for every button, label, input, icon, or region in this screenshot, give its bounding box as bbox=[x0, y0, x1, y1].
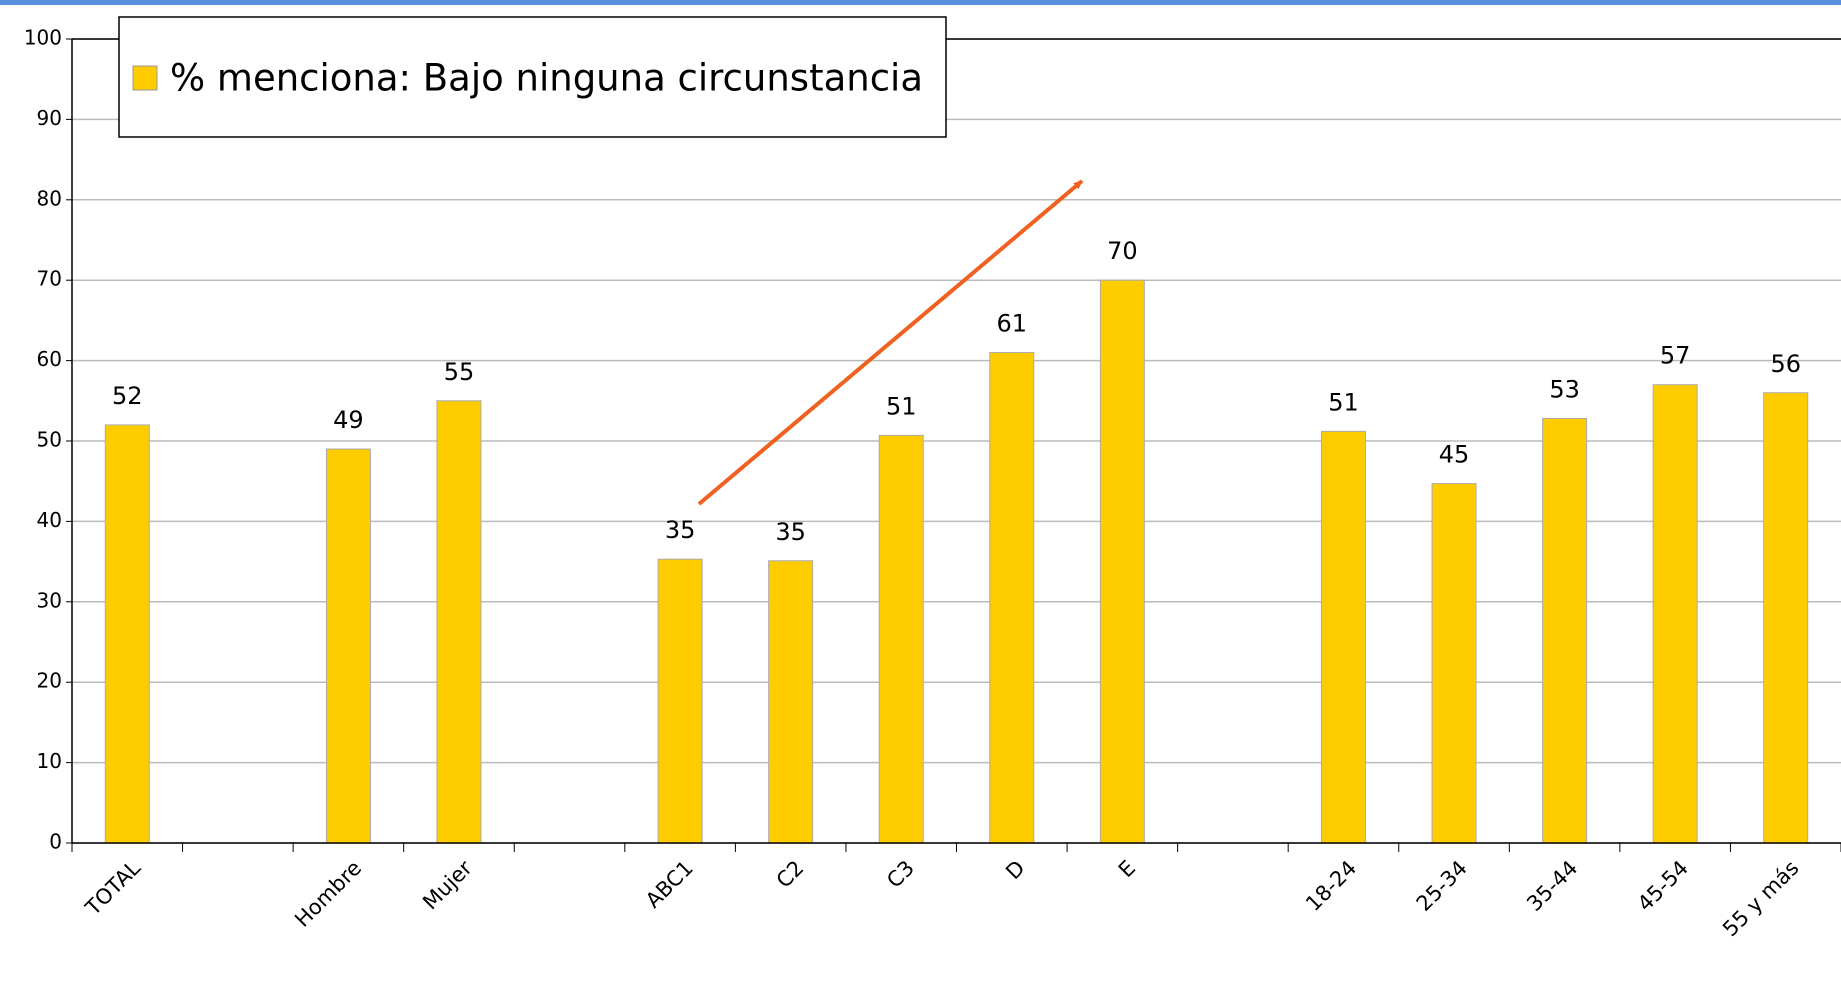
y-tick-label: 100 bbox=[24, 26, 62, 50]
value-label: 55 bbox=[444, 358, 475, 386]
legend bbox=[118, 16, 947, 138]
x-tick-label: 18-24 bbox=[1301, 856, 1361, 916]
bar bbox=[1763, 392, 1809, 844]
bar bbox=[657, 558, 703, 844]
bar bbox=[1431, 483, 1477, 844]
bar bbox=[1542, 417, 1588, 844]
bar bbox=[436, 400, 482, 844]
x-tick-label: C3 bbox=[882, 856, 919, 893]
x-tick-label: C2 bbox=[772, 856, 809, 893]
value-label: 53 bbox=[1549, 375, 1580, 403]
value-label: 56 bbox=[1770, 350, 1801, 378]
top-band bbox=[0, 0, 1841, 5]
bar bbox=[1099, 279, 1145, 844]
x-tick-label: 35-44 bbox=[1522, 856, 1582, 916]
x-tick-label: Mujer bbox=[418, 856, 477, 915]
x-tick-label: E bbox=[1114, 856, 1140, 882]
y-tick-label: 80 bbox=[37, 186, 62, 210]
legend-label: % menciona: Bajo ninguna circunstancia bbox=[170, 57, 923, 100]
value-label: 49 bbox=[333, 406, 364, 434]
trend-arrow bbox=[697, 179, 1084, 506]
value-label: 52 bbox=[112, 382, 143, 410]
value-label: 51 bbox=[886, 392, 917, 420]
bar bbox=[1652, 384, 1698, 844]
marks bbox=[104, 279, 1809, 844]
y-tick-label: 40 bbox=[37, 508, 62, 532]
value-label: 70 bbox=[1107, 237, 1138, 265]
bar bbox=[989, 352, 1035, 844]
x-tick-label: 25-34 bbox=[1412, 856, 1472, 916]
value-label: 35 bbox=[665, 516, 696, 544]
x-tick-label: 45-54 bbox=[1633, 856, 1693, 916]
value-label: 57 bbox=[1660, 342, 1691, 370]
x-tick-label: Hombre bbox=[290, 856, 366, 932]
x-tick-label: 55 y más bbox=[1718, 856, 1803, 941]
y-tick-label: 90 bbox=[37, 106, 62, 130]
y-tick-label: 20 bbox=[37, 669, 62, 693]
bar bbox=[1320, 430, 1366, 844]
x-tick-label: ABC1 bbox=[641, 856, 698, 913]
x-tick-label: TOTAL bbox=[80, 856, 145, 921]
value-label: 45 bbox=[1439, 441, 1470, 469]
legend-swatch bbox=[132, 65, 158, 91]
bar bbox=[325, 448, 371, 844]
bar bbox=[878, 434, 924, 844]
y-tick-label: 30 bbox=[37, 588, 62, 612]
value-label: 35 bbox=[775, 518, 806, 546]
x-tick-label: D bbox=[1001, 856, 1029, 884]
y-tick-label: 50 bbox=[37, 428, 62, 452]
y-tick-label: 60 bbox=[37, 347, 62, 371]
bar bbox=[768, 560, 814, 844]
y-tick-label: 10 bbox=[37, 749, 62, 773]
y-tick-label: 70 bbox=[37, 267, 62, 291]
value-label: 61 bbox=[997, 310, 1028, 338]
y-tick-label: 0 bbox=[49, 830, 62, 854]
bar bbox=[104, 424, 150, 844]
value-label: 51 bbox=[1328, 388, 1359, 416]
